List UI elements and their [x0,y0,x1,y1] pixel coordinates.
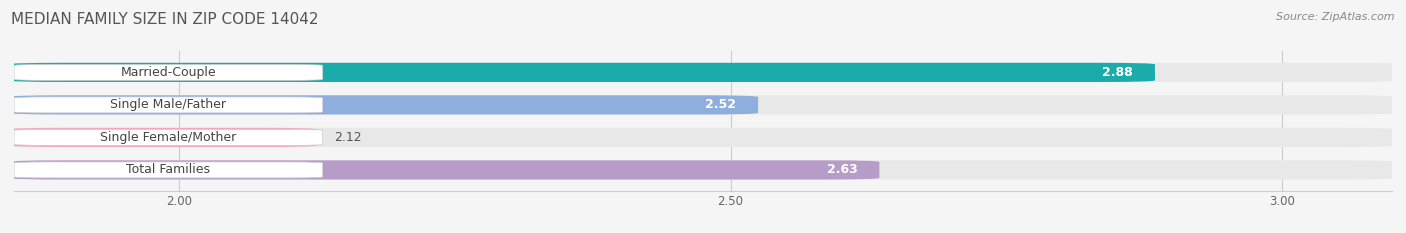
FancyBboxPatch shape [8,128,1398,147]
Text: Single Female/Mother: Single Female/Mother [100,131,236,144]
FancyBboxPatch shape [14,97,323,113]
Text: 2.12: 2.12 [333,131,361,144]
FancyBboxPatch shape [8,63,1398,82]
FancyBboxPatch shape [14,162,323,178]
Text: Source: ZipAtlas.com: Source: ZipAtlas.com [1277,12,1395,22]
Text: Single Male/Father: Single Male/Father [111,98,226,111]
FancyBboxPatch shape [8,95,758,114]
Text: Total Families: Total Families [127,163,211,176]
FancyBboxPatch shape [14,65,323,80]
FancyBboxPatch shape [8,160,1398,179]
FancyBboxPatch shape [8,128,318,147]
FancyBboxPatch shape [8,160,879,179]
FancyBboxPatch shape [8,95,1398,114]
FancyBboxPatch shape [8,63,1154,82]
Text: 2.88: 2.88 [1102,66,1133,79]
Text: 2.52: 2.52 [704,98,737,111]
Text: Married-Couple: Married-Couple [121,66,217,79]
FancyBboxPatch shape [14,130,323,145]
Text: MEDIAN FAMILY SIZE IN ZIP CODE 14042: MEDIAN FAMILY SIZE IN ZIP CODE 14042 [11,12,319,27]
Text: 2.63: 2.63 [827,163,858,176]
